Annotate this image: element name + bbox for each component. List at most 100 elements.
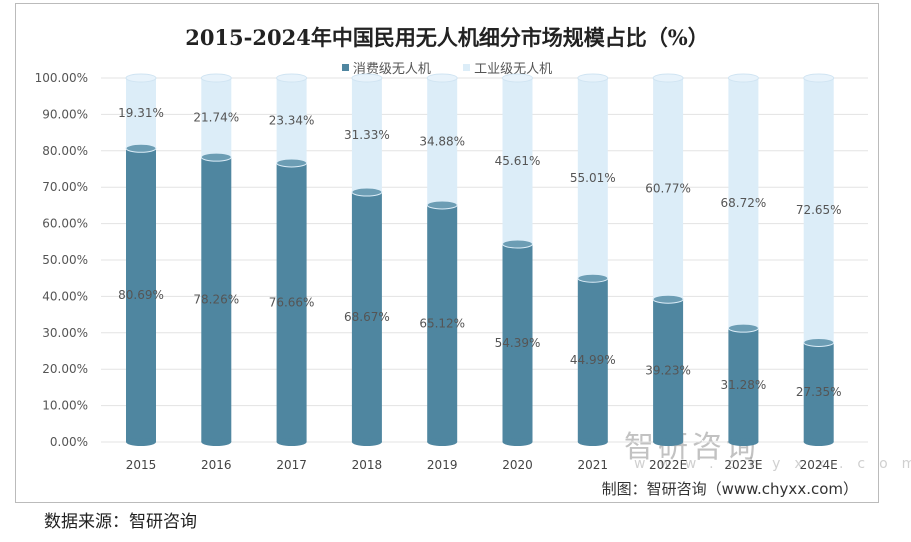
- bar-consumer-cap: [200, 152, 232, 162]
- legend-swatch: [463, 64, 471, 71]
- data-label-consumer: 27.35%: [796, 385, 842, 399]
- bar-consumer-cap: [652, 294, 684, 304]
- bar-consumer-base: [577, 438, 608, 446]
- data-label-consumer: 76.66%: [269, 295, 315, 309]
- data-label-industrial: 34.88%: [419, 134, 465, 148]
- x-tick-label: 2016: [201, 458, 232, 472]
- bar-industrial: [728, 78, 759, 329]
- data-label-industrial: 31.33%: [344, 128, 390, 142]
- bar-industrial-cap: [125, 73, 157, 83]
- bar-consumer-base: [276, 438, 307, 446]
- bar-consumer-base: [126, 438, 156, 446]
- plot-area: 0.00% 10.00% 20.00% 30.00% 40.00% 50.00% 60.00…: [35, 71, 868, 472]
- y-tick-label: 90.00%: [42, 107, 88, 121]
- x-tick-label: 2022E: [649, 458, 687, 472]
- x-tick-label: 2017: [276, 458, 307, 472]
- y-tick-label: 60.00%: [42, 217, 88, 231]
- data-label-consumer: 54.39%: [495, 336, 541, 350]
- bar-consumer: [803, 342, 834, 442]
- bar-industrial: [276, 78, 307, 163]
- bar-consumer: [427, 204, 458, 442]
- data-label-consumer: 78.26%: [193, 293, 239, 307]
- x-tick-label: 2019: [427, 458, 458, 472]
- data-label-industrial: 55.01%: [570, 171, 616, 185]
- bar-consumer: [577, 278, 608, 442]
- legend-item-consumer: 消费级无人机: [341, 58, 431, 77]
- bar-consumer-cap: [426, 200, 458, 210]
- bar-consumer-cap: [351, 187, 383, 197]
- bar-industrial: [126, 78, 156, 149]
- data-label-industrial: 68.72%: [721, 196, 767, 210]
- data-label-consumer: 65.12%: [419, 316, 465, 330]
- bar-consumer-base: [427, 438, 458, 446]
- bar-industrial-cap: [803, 73, 835, 83]
- data-label-consumer: 44.99%: [570, 353, 616, 367]
- x-tick-label: 2023E: [724, 458, 762, 472]
- y-tick-label: 70.00%: [42, 180, 88, 194]
- bar-industrial-cap: [502, 73, 533, 83]
- chart-frame: 2015-2024年中国民用无人机细分市场规模占比（%） 消费级无人机 工业级无…: [15, 3, 911, 503]
- x-tick-label: 2021: [578, 458, 609, 472]
- bar-consumer-cap: [727, 323, 759, 333]
- data-label-industrial: 23.34%: [269, 113, 315, 127]
- y-tick-label: 40.00%: [42, 289, 88, 303]
- y-tick-label: 30.00%: [42, 326, 88, 340]
- x-tick-label: 2024E: [800, 458, 838, 472]
- bar-consumer-base: [351, 438, 382, 446]
- data-label-industrial: 21.74%: [193, 111, 239, 125]
- bar-consumer: [126, 148, 156, 443]
- y-tick-label: 80.00%: [42, 144, 88, 158]
- bar-industrial: [427, 78, 458, 205]
- bar-industrial-cap: [577, 73, 609, 83]
- bar-industrial-cap: [276, 73, 308, 83]
- data-label-industrial: 72.65%: [796, 203, 842, 217]
- data-label-industrial: 60.77%: [645, 182, 691, 196]
- bar-consumer-base: [728, 438, 759, 446]
- legend: 消费级无人机 工业级无人机: [16, 58, 878, 77]
- data-label-consumer: 39.23%: [645, 364, 691, 378]
- bar-industrial: [577, 78, 608, 279]
- legend-item-industrial: 工业级无人机: [463, 58, 552, 77]
- bar-consumer-base: [803, 438, 834, 446]
- bar-consumer: [276, 162, 307, 443]
- bar-consumer: [201, 157, 232, 442]
- bar-industrial: [803, 78, 834, 343]
- data-label-consumer: 80.69%: [118, 288, 164, 302]
- bar-consumer-cap: [577, 273, 609, 283]
- legend-label: 工业级无人机: [474, 62, 553, 77]
- bar-industrial: [351, 78, 382, 193]
- bar-industrial-cap: [351, 73, 383, 83]
- x-tick-label: 2018: [352, 458, 383, 472]
- bar-industrial: [201, 78, 232, 158]
- data-label-industrial: 45.61%: [495, 154, 541, 168]
- bar-consumer-cap: [276, 158, 308, 168]
- y-tick-label: 20.00%: [42, 362, 88, 376]
- bar-consumer-base: [502, 438, 533, 446]
- bar-consumer-base: [201, 438, 232, 446]
- bar-consumer: [502, 244, 533, 442]
- bar-industrial: [502, 78, 533, 245]
- bar-industrial-cap: [200, 73, 232, 83]
- bar-industrial-cap: [727, 73, 759, 83]
- watermark-url: www.chyxx.com: [634, 456, 911, 472]
- y-tick-label: 50.00%: [42, 253, 88, 267]
- x-tick-label: 2020: [502, 458, 533, 472]
- legend-swatch: [341, 64, 349, 71]
- source-note: 数据来源：智研咨询: [44, 512, 197, 532]
- credit: 制图：智研咨询（www.chyxx.com）: [601, 480, 858, 498]
- bar-consumer-base: [653, 438, 684, 446]
- legend-label: 消费级无人机: [352, 62, 431, 77]
- x-tick-label: 2015: [126, 458, 157, 472]
- data-label-consumer: 68.67%: [344, 310, 390, 324]
- bar-industrial-cap: [652, 73, 684, 83]
- y-tick-label: 10.00%: [42, 399, 88, 413]
- bar-industrial-cap: [426, 73, 458, 83]
- chart-title: 2015-2024年中国民用无人机细分市场规模占比（%）: [185, 25, 709, 50]
- data-label-industrial: 19.31%: [118, 106, 164, 120]
- y-tick-label: 100.00%: [35, 71, 88, 85]
- data-label-consumer: 31.28%: [721, 378, 767, 392]
- y-tick-label: 0.00%: [50, 435, 88, 449]
- bar-consumer: [653, 299, 684, 442]
- bar-consumer-cap: [125, 143, 157, 153]
- bar-consumer-cap: [502, 239, 533, 249]
